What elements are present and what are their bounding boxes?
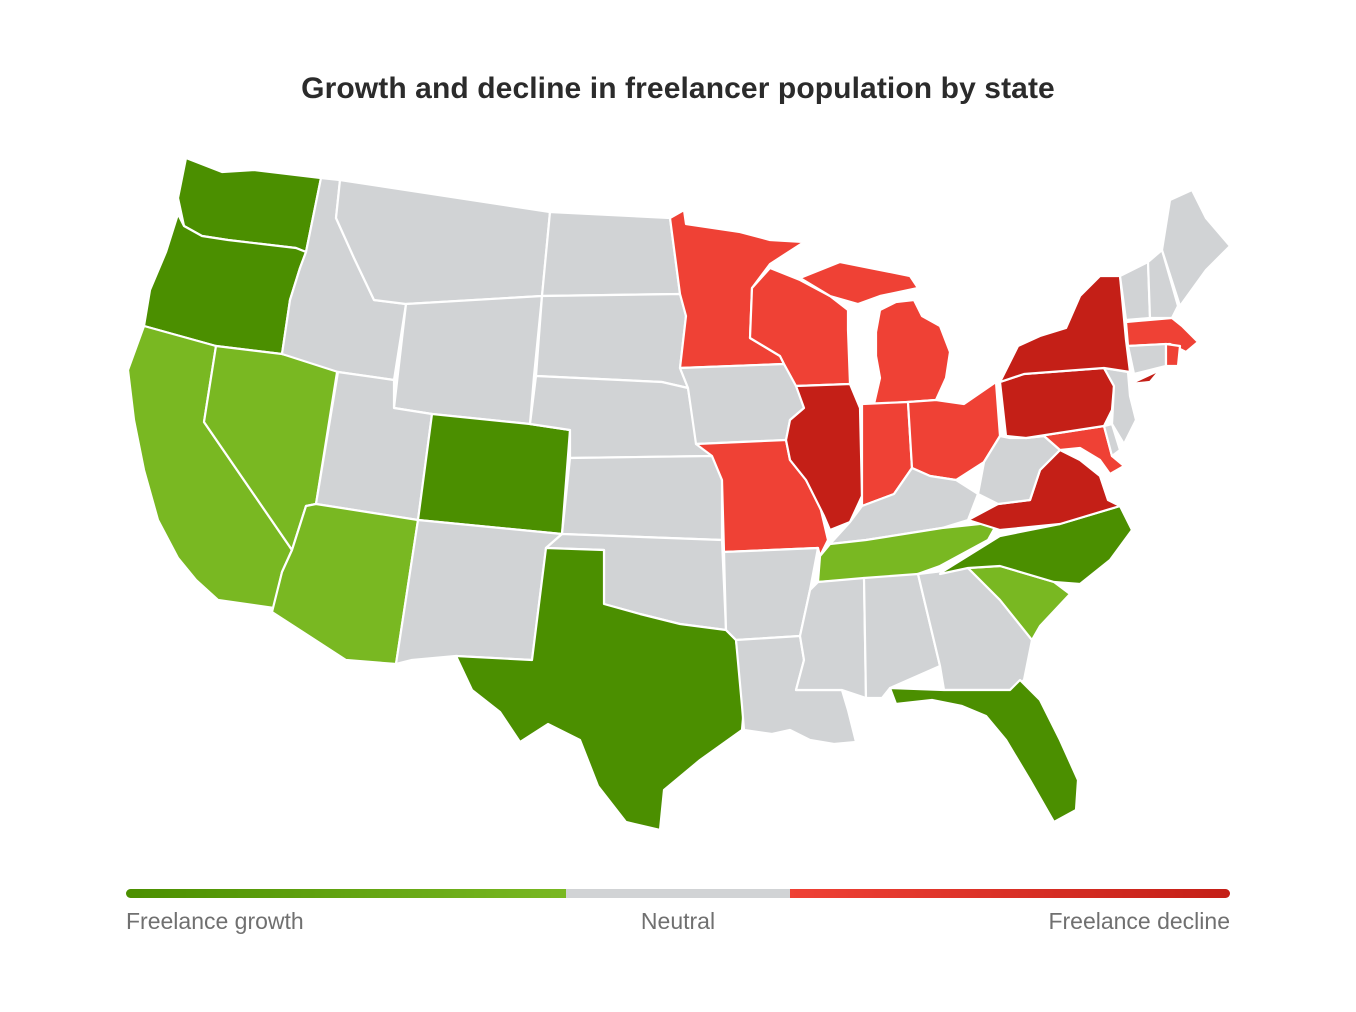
state-PA[interactable] xyxy=(998,366,1116,440)
state-SD[interactable] xyxy=(534,292,690,390)
state-TX[interactable] xyxy=(454,546,746,832)
state-FL[interactable] xyxy=(888,678,1080,824)
state-RI[interactable] xyxy=(1164,342,1182,368)
state-VT[interactable] xyxy=(1118,260,1152,322)
state-NY[interactable] xyxy=(998,274,1162,386)
legend-decline-label: Freelance decline xyxy=(1048,908,1230,934)
legend-neutral-segment xyxy=(566,889,790,898)
state-DE[interactable] xyxy=(1102,422,1122,458)
legend-growth-segment xyxy=(126,889,566,898)
state-NJ[interactable] xyxy=(1102,366,1138,446)
state-TN[interactable] xyxy=(816,520,1000,584)
legend-gradient-bar xyxy=(126,889,1230,898)
legend-neutral-label: Neutral xyxy=(640,908,716,934)
legend-growth-label: Freelance growth xyxy=(126,908,304,934)
state-IA[interactable] xyxy=(678,362,806,446)
state-MT[interactable] xyxy=(334,178,552,306)
chart-title: Growth and decline in freelancer populat… xyxy=(301,72,1055,105)
state-WI[interactable] xyxy=(748,266,852,388)
state-KS[interactable] xyxy=(560,454,724,542)
state-NH[interactable] xyxy=(1146,248,1180,320)
state-ND[interactable] xyxy=(540,210,682,298)
legend-decline-segment xyxy=(790,889,1230,898)
state-CO[interactable] xyxy=(416,412,572,536)
state-MI[interactable] xyxy=(798,260,952,406)
state-ME[interactable] xyxy=(1160,188,1232,308)
state-IL[interactable] xyxy=(784,382,864,532)
state-WY[interactable] xyxy=(392,294,544,426)
